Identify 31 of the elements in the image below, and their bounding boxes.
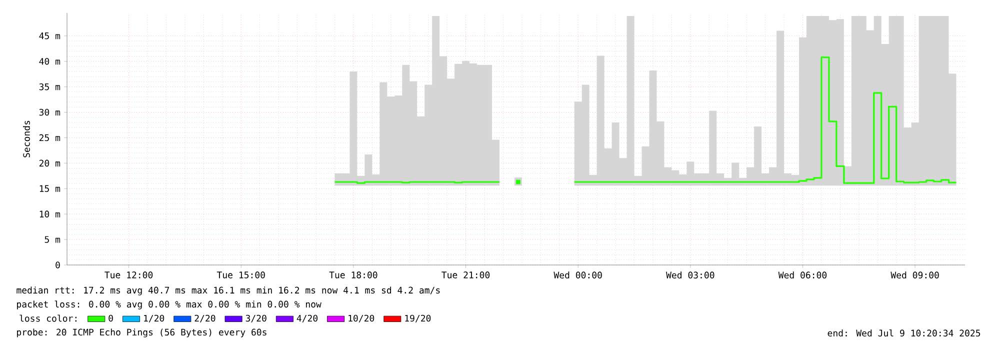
legend-label: 4/20	[296, 314, 318, 322]
y-tick-label: 35 m	[39, 83, 60, 90]
x-tick-label: Tue 18:00	[329, 272, 378, 278]
legend-label: 10/20	[348, 314, 374, 322]
x-tick-label: Wed 03:00	[666, 272, 714, 278]
y-tick-label: 5 m	[44, 236, 60, 243]
y-tick-label: 0	[56, 262, 60, 268]
y-tick-label: 20 m	[39, 160, 60, 167]
text: median rtt: 17.2 ms avg 40.7 ms max 16.1 ms min 16.2 ms now 4.1 ms sd 4.2 am/s	[16, 286, 440, 296]
text: packet loss: 0.00 % avg 0.00 % max 0.00 % min 0.00 % now	[17, 300, 322, 310]
x-tick-label: Tue 12:00	[104, 272, 153, 278]
x-tick-label: Wed 09:00	[890, 272, 939, 278]
y-tick-label: 15 m	[40, 185, 60, 192]
legend-label: 19/20	[405, 314, 431, 322]
y-tick-label: 25 m	[39, 134, 60, 142]
legend-label: 0	[108, 314, 113, 322]
y-axis-title: Seconds	[22, 120, 30, 158]
legend-label: 1/20	[144, 314, 164, 322]
y-tick-label: 30 m	[39, 108, 60, 116]
x-tick-label: Wed 00:00	[554, 272, 602, 278]
y-tick-label: 10 m	[40, 210, 60, 218]
y-tick-label: 40 m	[39, 58, 60, 65]
text: probe: 20 ICMP Echo Pings (56 Bytes) every 60s	[17, 328, 266, 338]
legend-title: loss color:	[20, 314, 76, 322]
x-tick-label: Tue 21:00	[442, 272, 490, 278]
y-tick-label: 45 m	[39, 32, 60, 40]
legend-label: 2/20	[194, 314, 216, 322]
x-tick-label: Tue 15:00	[216, 272, 265, 278]
x-tick-label: Wed 06:00	[778, 272, 827, 278]
legend-label: 3/20	[246, 314, 266, 322]
text: end: Wed Jul 9 10:20:34 2025	[828, 329, 980, 336]
